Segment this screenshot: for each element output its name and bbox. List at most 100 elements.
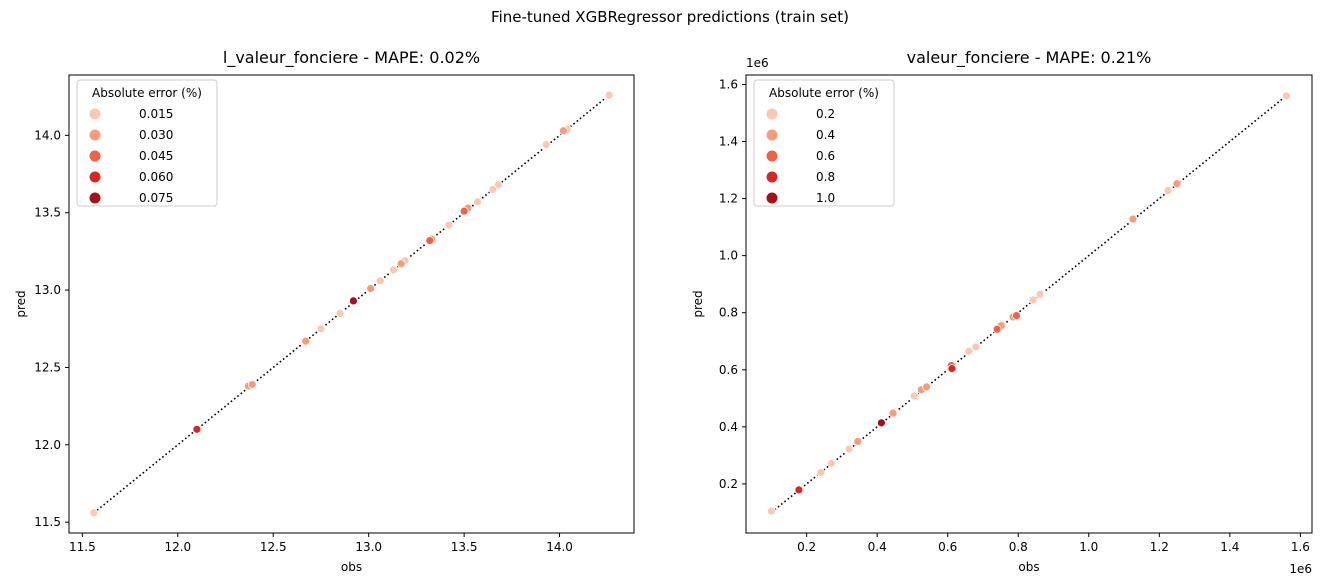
y-tick-label: 12.5 bbox=[34, 360, 61, 374]
scatter-point bbox=[1128, 214, 1138, 224]
legend-box bbox=[753, 79, 895, 207]
legend-label: 1.0 bbox=[816, 191, 835, 205]
x-tick-label: 1.4 bbox=[1220, 540, 1239, 554]
y-tick-label: 0.6 bbox=[719, 363, 738, 377]
y-tick-label: 1.4 bbox=[719, 134, 738, 148]
x-tick-label: 0.4 bbox=[868, 540, 887, 554]
scatter-point bbox=[1012, 311, 1021, 320]
legend-box bbox=[76, 79, 218, 207]
chart-title: valeur_fonciere - MAPE: 0.21% bbox=[907, 48, 1152, 68]
y-axis-label: pred bbox=[14, 290, 28, 317]
x-tick-label: 13.0 bbox=[355, 540, 382, 554]
scatter-point bbox=[1281, 91, 1291, 101]
legend-label: 0.045 bbox=[139, 149, 173, 163]
scatter-point bbox=[909, 391, 919, 401]
scatter-point bbox=[1028, 295, 1038, 305]
x-axis-multiplier: 1e6 bbox=[1289, 562, 1312, 576]
scatter-point bbox=[316, 324, 326, 334]
scatter-point bbox=[349, 296, 358, 306]
x-tick-label: 12.5 bbox=[260, 540, 287, 554]
x-tick-label: 11.5 bbox=[69, 540, 96, 554]
x-tick-label: 1.2 bbox=[1150, 540, 1169, 554]
y-tick-label: 12.0 bbox=[34, 438, 61, 452]
legend-label: 0.6 bbox=[816, 149, 835, 163]
legend-label: 0.4 bbox=[816, 128, 835, 142]
scatter-point bbox=[541, 140, 551, 150]
scatter-point bbox=[794, 485, 804, 495]
legend-marker bbox=[89, 129, 101, 141]
scatter-point bbox=[964, 346, 974, 356]
scatter-point bbox=[844, 444, 854, 454]
y-axis-multiplier: 1e6 bbox=[746, 56, 769, 70]
legend-marker bbox=[766, 192, 778, 204]
legend-marker bbox=[89, 108, 101, 120]
scatter-point bbox=[1035, 289, 1045, 299]
legend-title: Absolute error (%) bbox=[769, 86, 879, 100]
scatter-point bbox=[853, 436, 863, 446]
plot-frame bbox=[68, 74, 635, 534]
scatter-point bbox=[1163, 186, 1173, 195]
scatter-point bbox=[604, 90, 614, 100]
legend-label: 0.015 bbox=[139, 107, 173, 121]
x-tick-label: 0.8 bbox=[1009, 540, 1028, 554]
scatter-point bbox=[389, 265, 398, 275]
legend-marker bbox=[766, 171, 778, 183]
y-tick-label: 13.0 bbox=[34, 283, 61, 297]
scatter-point bbox=[494, 180, 503, 190]
y-tick-label: 14.0 bbox=[34, 128, 61, 142]
figure-title: Fine-tuned XGBRegressor predictions (tra… bbox=[491, 8, 849, 26]
x-axis-label: obs bbox=[1018, 560, 1039, 574]
scatter-point bbox=[335, 308, 345, 318]
scatter-point bbox=[816, 468, 826, 477]
y-axis-label: pred bbox=[691, 290, 705, 317]
x-tick-label: 12.0 bbox=[164, 540, 191, 554]
scatter-point bbox=[992, 324, 1002, 334]
x-tick-label: 13.5 bbox=[451, 540, 478, 554]
scatter-point bbox=[488, 185, 498, 194]
y-tick-label: 1.6 bbox=[719, 77, 738, 91]
x-tick-label: 1.0 bbox=[1079, 540, 1098, 554]
scatter-point bbox=[922, 382, 931, 392]
identity-reference-line bbox=[93, 94, 610, 514]
legend-label: 0.2 bbox=[816, 107, 835, 121]
scatter-point bbox=[459, 206, 469, 216]
legend-marker bbox=[89, 192, 101, 204]
legend-marker bbox=[89, 150, 101, 162]
x-axis-label: obs bbox=[341, 560, 362, 574]
scatter-point bbox=[301, 336, 311, 346]
scatter-point bbox=[971, 342, 981, 352]
legend-label: 0.060 bbox=[139, 170, 173, 184]
scatter-point bbox=[766, 506, 776, 516]
y-tick-label: 0.2 bbox=[719, 477, 738, 491]
legend-marker bbox=[766, 129, 778, 141]
y-tick-label: 0.8 bbox=[719, 306, 738, 320]
scatter-point bbox=[444, 220, 454, 230]
y-tick-label: 1.0 bbox=[719, 249, 738, 263]
scatter-point bbox=[247, 380, 257, 389]
scatter-point bbox=[558, 126, 568, 136]
scatter-point bbox=[366, 284, 375, 293]
legend-label: 0.030 bbox=[139, 128, 173, 142]
x-tick-label: 0.6 bbox=[938, 540, 957, 554]
legend-marker bbox=[89, 171, 101, 183]
legend-label: 0.075 bbox=[139, 191, 173, 205]
scatter-point bbox=[947, 364, 957, 374]
x-tick-label: 0.2 bbox=[797, 540, 816, 554]
chart-title: l_valeur_fonciere - MAPE: 0.02% bbox=[223, 48, 480, 68]
scatter-point bbox=[888, 408, 898, 418]
scatter-point bbox=[192, 424, 202, 434]
legend-marker bbox=[766, 150, 778, 162]
y-tick-label: 0.4 bbox=[719, 420, 738, 434]
x-tick-label: 14.0 bbox=[546, 540, 573, 554]
scatter-point bbox=[89, 508, 99, 518]
scatter-point bbox=[877, 418, 886, 428]
y-tick-label: 11.5 bbox=[34, 515, 61, 529]
scatter-point bbox=[1172, 179, 1182, 189]
legend-title: Absolute error (%) bbox=[92, 86, 202, 100]
x-tick-label: 1.6 bbox=[1291, 540, 1310, 554]
legend-label: 0.8 bbox=[816, 170, 835, 184]
scatter-point bbox=[425, 236, 435, 245]
scatter-point bbox=[375, 276, 385, 286]
